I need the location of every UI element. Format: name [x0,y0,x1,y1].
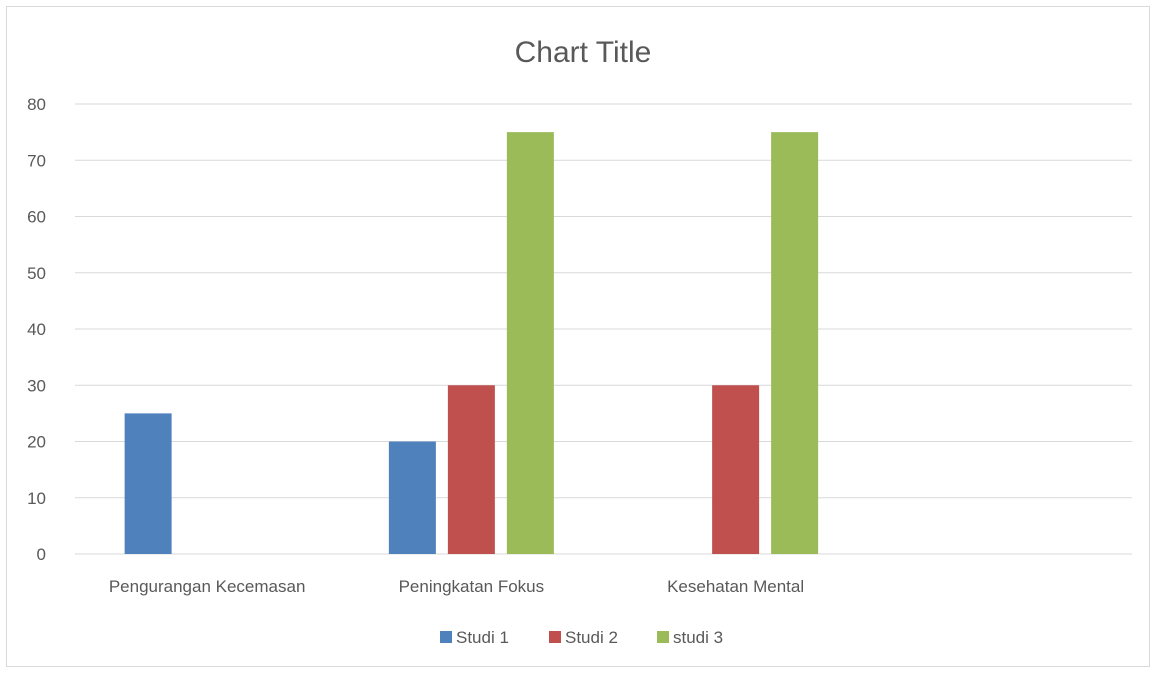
y-tick-label: 50 [27,264,46,283]
legend: Studi 1 Studi 2 studi 3 [440,628,723,647]
y-tick-label: 0 [37,545,46,564]
y-tick-label: 40 [27,320,46,339]
x-category-label: Kesehatan Mental [667,577,804,596]
bar-studi-1-0 [124,413,172,554]
x-axis-categories: Pengurangan Kecemasan Peningkatan Fokus Ke… [109,577,804,596]
legend-label: Studi 2 [565,628,618,647]
y-tick-label: 70 [27,151,46,170]
legend-label: studi 3 [673,628,723,647]
y-axis-ticks: 0 10 20 30 40 50 60 70 80 [27,95,46,564]
legend-swatch [549,631,561,643]
y-tick-label: 20 [27,433,46,452]
gridlines [75,103,1132,555]
x-category-label: Pengurangan Kecemasan [109,577,306,596]
y-tick-label: 10 [27,489,46,508]
legend-label: Studi 1 [456,628,509,647]
x-category-label: Peningkatan Fokus [399,577,545,596]
bar-studi-3-1 [506,132,554,554]
bar-studi-2-2 [712,385,760,554]
bars [124,132,819,554]
chart-area: Chart Title 0 10 20 30 40 50 60 70 80 Penguranga… [6,6,1150,667]
bar-studi-3-2 [771,132,819,554]
y-tick-label: 80 [27,95,46,114]
legend-swatch [440,631,452,643]
y-tick-label: 60 [27,208,46,227]
bar-studi-2-1 [447,385,495,554]
y-tick-label: 30 [27,376,46,395]
chart-title: Chart Title [515,36,652,69]
legend-swatch [657,631,669,643]
bar-studi-1-1 [388,441,436,554]
